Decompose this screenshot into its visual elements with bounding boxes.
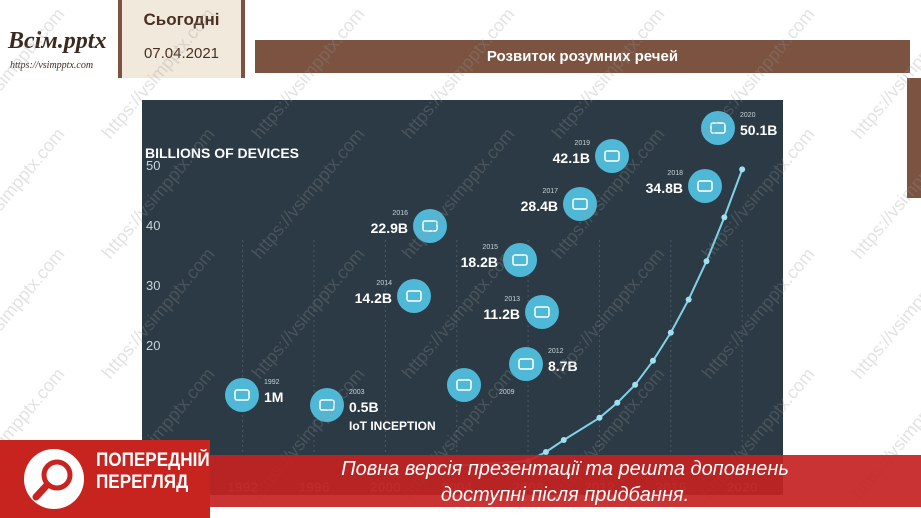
toothbrush-icon-glyph (512, 254, 528, 266)
computer-icon (225, 378, 259, 412)
annotation-year: 2013 (504, 296, 520, 303)
watermark-text: https://vsimpptx.com (0, 124, 69, 263)
wind-turbine-icon (397, 279, 431, 313)
outlet-icon-glyph (604, 150, 620, 162)
annotation-value: 18.2B (461, 254, 498, 270)
preview-banner: ПОПЕРЕДНІЙ ПЕРЕГЛЯД Повна версія презент… (0, 440, 921, 518)
accent-bar (907, 78, 921, 198)
annotation-value: 22.9B (371, 220, 408, 236)
annotation-note: IoT INCEPTION (349, 419, 436, 433)
preview-label-line1: ПОПЕРЕДНІЙ (96, 450, 210, 471)
laptop-icon (310, 388, 344, 422)
laptop-icon-glyph (319, 399, 335, 411)
title-bar: Розвиток розумних речей (255, 40, 910, 73)
annotation-value: 50.1B (740, 122, 777, 138)
y-tick-label: 20 (146, 338, 160, 353)
oven-icon-glyph (534, 306, 550, 318)
watch-icon-glyph (518, 358, 534, 370)
logo-url: https://vsimpptx.com (10, 60, 94, 71)
watermark-text: https://vsimpptx.com (848, 244, 921, 383)
traffic-light-icon (413, 209, 447, 243)
page-title: Розвиток розумних речей (486, 48, 679, 65)
annotation-value: 11.2B (483, 306, 520, 322)
y-tick-label: 40 (146, 218, 160, 233)
data-point (667, 329, 674, 336)
site-logo[interactable]: Всім.pptx https://vsimpptx.com (0, 0, 118, 80)
chart-svg: BILLIONS OF DEVICES504030201992199620002… (145, 111, 777, 495)
data-point (542, 449, 549, 455)
watch-icon (509, 347, 543, 381)
tablet-icon-glyph (572, 198, 588, 210)
data-point (632, 381, 639, 388)
annotation-year: 2003 (349, 389, 365, 396)
data-point (649, 357, 656, 364)
tablet-icon (563, 187, 597, 221)
data-point (596, 414, 603, 421)
annotation-year: 1992 (264, 379, 280, 386)
annotation-value: 34.8B (646, 180, 683, 196)
data-point (614, 399, 621, 406)
annotation-value: 42.1B (553, 150, 590, 166)
preview-message-line2: доступні після придбання. (440, 484, 690, 506)
annotation-value: 0.5B (349, 399, 379, 415)
thermostat-icon (688, 169, 722, 203)
annotation-year: 2020 (740, 112, 756, 119)
annotation-year: 2018 (667, 170, 683, 177)
annotation-year: 2015 (482, 244, 498, 251)
thermostat-icon-glyph (697, 180, 713, 192)
lightbulb-icon (447, 368, 481, 402)
annotation-year: 2014 (376, 280, 392, 287)
annotation-value: 8.7B (548, 358, 578, 374)
lightbulb-icon-glyph (456, 379, 472, 391)
watermark-text: https://vsimpptx.com (0, 244, 69, 383)
annotation-value: 1M (264, 389, 283, 405)
date-panel: Сьогодні 07.04.2021 (118, 0, 245, 78)
toothbrush-icon (503, 243, 537, 277)
iot-chart: BILLIONS OF DEVICES504030201992199620002… (142, 100, 783, 495)
computer-icon-glyph (234, 389, 250, 401)
preview-label-line2: ПЕРЕГЛЯД (96, 472, 189, 493)
data-point (703, 258, 710, 265)
data-point (739, 166, 746, 173)
preview-label: ПОПЕРЕДНІЙ ПЕРЕГЛЯД (96, 450, 210, 494)
data-point (721, 214, 728, 221)
outlet-icon (595, 139, 629, 173)
annotation-value: 14.2B (355, 290, 392, 306)
annotation-value: 28.4B (521, 198, 558, 214)
wind-turbine-icon-glyph (406, 290, 422, 302)
annotation-year: 2017 (542, 188, 558, 195)
preview-message: Повна версія презентації та решта доповн… (220, 456, 910, 508)
y-tick-label: 30 (146, 278, 160, 293)
annotation-year: 2019 (574, 140, 590, 147)
date-value: 07.04.2021 (143, 45, 220, 62)
logo-name: Всім.pptx (8, 28, 107, 54)
door-lock-icon-glyph (710, 122, 726, 134)
magnifier-icon (24, 449, 84, 509)
data-point (685, 296, 692, 303)
annotation-year: 2012 (548, 348, 564, 355)
preview-message-line1: Повна версія презентації та решта доповн… (341, 458, 789, 480)
traffic-light-icon-glyph (422, 220, 438, 232)
door-lock-icon (701, 111, 735, 145)
y-tick-label: 50 (146, 158, 160, 173)
annotation-year: 2009 (499, 389, 515, 396)
data-point (560, 437, 567, 443)
today-label: Сьогодні (143, 10, 220, 29)
oven-icon (525, 295, 559, 329)
annotation-year: 2016 (392, 210, 408, 217)
preview-badge[interactable]: ПОПЕРЕДНІЙ ПЕРЕГЛЯД (0, 440, 210, 518)
chart-title: BILLIONS OF DEVICES (145, 145, 299, 161)
